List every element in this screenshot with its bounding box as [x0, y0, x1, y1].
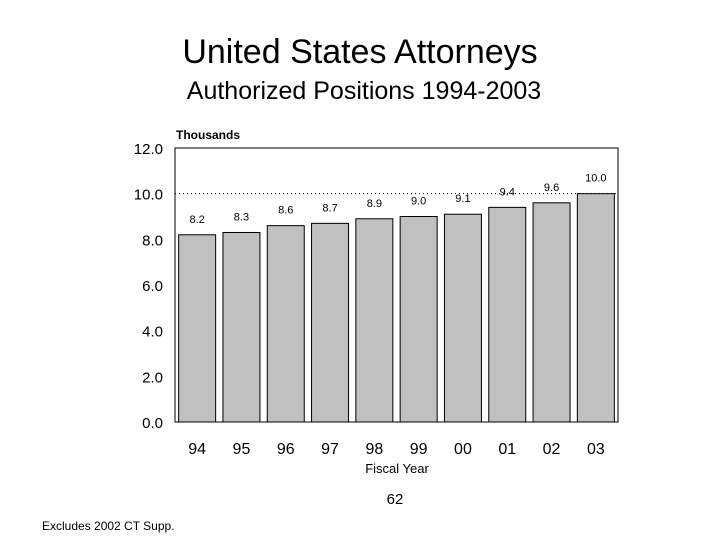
footnote: Excludes 2002 CT Supp.	[42, 519, 175, 533]
x-axis-title: Fiscal Year	[365, 461, 429, 476]
y-tick-label: 10.0	[134, 187, 163, 204]
bar-value-label: 9.6	[544, 182, 559, 194]
bar	[488, 206, 527, 423]
y-tick-label: 2.0	[142, 369, 163, 386]
bar	[178, 234, 217, 423]
bar	[532, 202, 571, 423]
bar	[311, 222, 350, 423]
bar	[222, 231, 261, 423]
bar	[266, 225, 305, 423]
x-tick-label: 98	[365, 441, 383, 458]
bar-value-label: 9.0	[411, 196, 426, 208]
y-tick-label: 0.0	[142, 415, 163, 432]
x-tick-label: 02	[543, 441, 561, 458]
bar-value-label: 9.1	[455, 193, 470, 205]
page-number: 62	[386, 491, 404, 508]
bar-value-label: 8.7	[322, 202, 337, 214]
x-tick-label: 95	[233, 441, 251, 458]
bar-value-label: 8.6	[278, 205, 293, 217]
x-tick-label: 03	[587, 441, 605, 458]
y-tick-label: 8.0	[142, 232, 163, 249]
plot-frame	[174, 147, 619, 423]
y-tick-label: 12.0	[134, 141, 163, 158]
bar-value-label: 8.3	[234, 211, 249, 223]
y-tick-label: 4.0	[142, 324, 163, 341]
x-tick-label: 97	[321, 441, 339, 458]
bar-value-label: 9.4	[500, 186, 515, 198]
x-tick-label: 94	[188, 441, 206, 458]
bar-value-label: 8.2	[190, 214, 205, 226]
bar-value-label: 10.0	[585, 173, 606, 185]
bar	[443, 213, 482, 423]
x-tick-label: 96	[277, 441, 295, 458]
x-tick-label: 00	[454, 441, 472, 458]
y-tick-label: 6.0	[142, 278, 163, 295]
chart-subtitle: Authorized Positions 1994-2003	[186, 77, 542, 105]
units-label: Thousands	[176, 128, 241, 142]
chart-title: United States Attorneys	[182, 33, 538, 71]
x-tick-label: 01	[498, 441, 516, 458]
bar	[355, 218, 394, 423]
bar	[399, 216, 438, 423]
x-tick-label: 99	[410, 441, 428, 458]
bar	[576, 193, 615, 423]
bar-value-label: 8.9	[367, 198, 382, 210]
